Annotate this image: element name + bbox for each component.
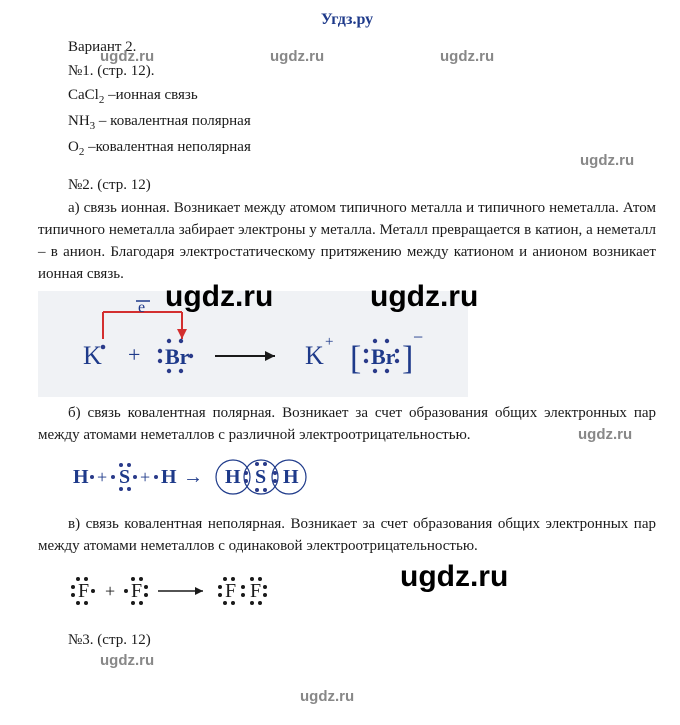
f-label1: F [78, 580, 89, 602]
diagram-f2-svg: F + F F F [68, 568, 368, 612]
page-header: Угдз.ру [38, 8, 656, 31]
plus3: + [105, 581, 115, 601]
diagram-h2s: H + S + H → H S H [68, 455, 656, 507]
q2-a: а) связь ионная. Возникает между атомом … [38, 198, 656, 285]
k-label: K [83, 341, 102, 370]
br-label: Br [165, 344, 190, 369]
q1-line: NH3 – ковалентная полярная [38, 111, 656, 135]
variant-label: Вариант 2. [38, 37, 656, 59]
watermark-small: ugdz.ru [300, 686, 354, 708]
q1-title: №1. (стр. 12). [38, 61, 656, 83]
plus2b: + [140, 467, 150, 487]
kplus-label: K [305, 341, 324, 370]
watermark-small: ugdz.ru [100, 650, 154, 672]
f-label2: F [131, 580, 142, 602]
f-prod1: F [225, 580, 236, 602]
h-label: H [73, 466, 89, 488]
bracket-l: [ [350, 340, 361, 377]
arrow2: → [183, 466, 203, 488]
bracket-r: ] [402, 340, 413, 377]
s-prod: S [255, 466, 266, 488]
s-label: S [119, 466, 130, 488]
q2-c: в) связь ковалентная неполярная. Возника… [38, 514, 656, 558]
plus-label: + [128, 342, 140, 367]
f-prod2: F [250, 580, 261, 602]
h-prod1: H [225, 466, 241, 488]
plus2a: + [97, 467, 107, 487]
diagram-kbr-svg: e K + Br K + [ Br ] − [50, 299, 460, 381]
q2-title: №2. (стр. 12) [38, 175, 656, 197]
br2-label: Br [371, 344, 396, 369]
q2-b: б) связь ковалентная полярная. Возникает… [38, 403, 656, 447]
q1-line: CaCl2 –ионная связь [38, 85, 656, 109]
q1-line: O2 –ковалентная неполярная [38, 137, 656, 161]
ebar-label: e [138, 299, 145, 316]
diagram-h2s-svg: H + S + H → H S H [68, 455, 408, 499]
kplus-sup: + [325, 334, 333, 350]
h-prod2: H [283, 466, 299, 488]
minus-label: − [413, 327, 423, 347]
q3-title: №3. (стр. 12) [38, 630, 656, 652]
h-label2: H [161, 466, 177, 488]
diagram-f2: F + F F F [68, 568, 656, 620]
diagram-kbr: e K + Br K + [ Br ] − [38, 291, 468, 397]
